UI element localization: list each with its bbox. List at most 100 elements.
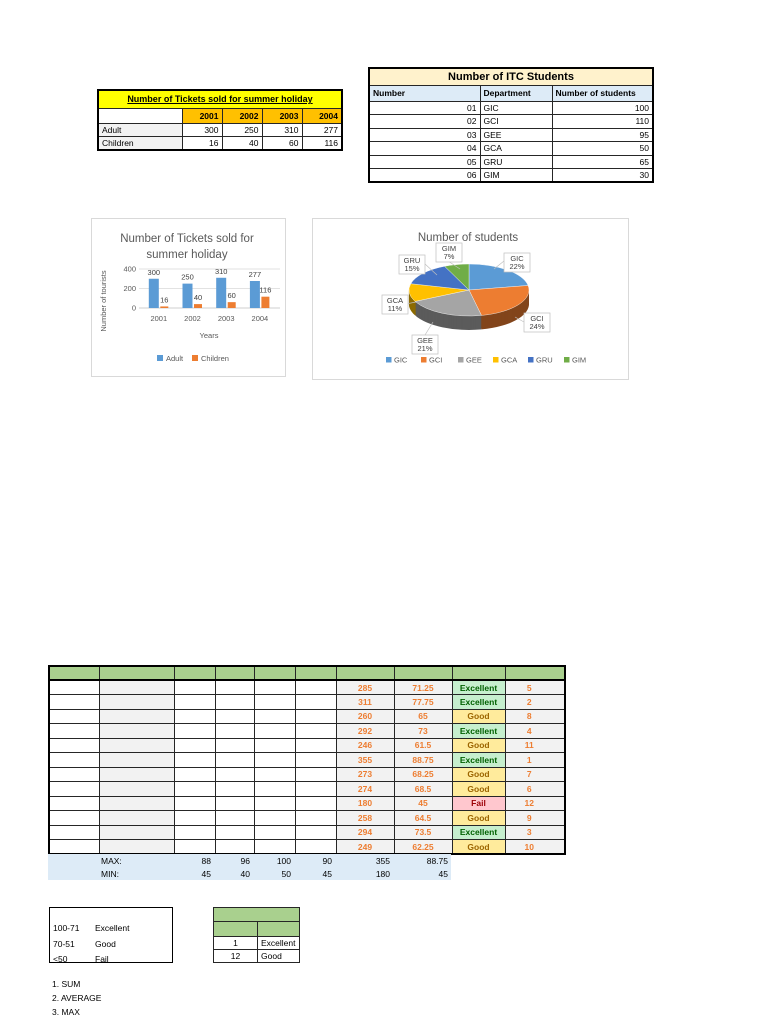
- name-cell: [98, 824, 175, 840]
- legend-label: GCI: [429, 356, 442, 365]
- score-cell: [294, 723, 337, 739]
- average-cell: 64.5: [393, 810, 453, 826]
- total-cell: 260: [335, 708, 395, 724]
- tickets-title: Number of Tickets sold for summer holida…: [97, 89, 343, 109]
- adult-data-label: 300: [148, 268, 161, 277]
- children-data-label: 116: [259, 286, 271, 295]
- pie-slice: [414, 289, 482, 317]
- adult-data-label: 310: [215, 267, 228, 276]
- average-cell: 68.25: [393, 766, 453, 782]
- data-label-percent: 21%: [417, 344, 432, 353]
- adult-data-label: 277: [249, 270, 262, 279]
- score-cell: [294, 810, 337, 826]
- rank-cell: 5: [504, 679, 566, 695]
- grade-scale-box: 100-71 Excellent 70-51 Good <50 Fail: [49, 907, 173, 964]
- year-header: 2002: [221, 107, 263, 124]
- legend-label: GCA: [501, 356, 517, 365]
- score-cell: [173, 781, 216, 797]
- summary-value: 96: [214, 854, 253, 867]
- name-cell: [98, 752, 175, 768]
- itc-data-row: 04 GCA 50: [368, 141, 654, 156]
- tickets-data-row: Adult 300 250 310 277: [97, 122, 343, 137]
- total-cell: 294: [335, 824, 395, 840]
- tickets-bar-chart: Number of Tickets sold for summer holiday…: [91, 218, 286, 377]
- average-cell: 77.75: [393, 694, 453, 710]
- score-cell: [173, 737, 216, 753]
- student-count: 110: [551, 114, 654, 129]
- pie-slice: [468, 285, 530, 316]
- itc-title-row: Number of ITC Students: [368, 67, 654, 86]
- total-cell: 355: [335, 752, 395, 768]
- empty-cell: [48, 752, 100, 768]
- average-cell: 61.5: [393, 737, 453, 753]
- data-label-name: GRU: [404, 256, 421, 265]
- grade-name: Good: [257, 949, 300, 963]
- score-cell: [294, 781, 337, 797]
- rank-cell: 6: [504, 781, 566, 797]
- grade-range: <50: [53, 954, 68, 964]
- data-label-name: GEE: [417, 336, 433, 345]
- total-cell: 292: [335, 723, 395, 739]
- name-cell: [98, 766, 175, 782]
- department-number: 02: [368, 114, 481, 129]
- itc-data-row: 02 GCI 110: [368, 114, 654, 129]
- score-cell: [214, 723, 255, 739]
- year-header: 2004: [301, 107, 343, 124]
- score-cell: [214, 694, 255, 710]
- score-cell: [214, 708, 255, 724]
- average-cell: 73.5: [393, 824, 453, 840]
- x-tick-label: 2002: [184, 314, 201, 323]
- empty-cell: [48, 737, 100, 753]
- score-cell: [253, 766, 296, 782]
- column-header: Number of students: [551, 84, 654, 102]
- data-label-box: [435, 242, 463, 263]
- average-cell: 62.25: [393, 839, 453, 855]
- year-header: 2003: [261, 107, 303, 124]
- adult-bar: [148, 278, 159, 308]
- count-value: 1: [213, 936, 258, 950]
- total-cell: 311: [335, 694, 395, 710]
- itc-header-row: Number Department Number of students: [368, 84, 654, 102]
- header-cell: [294, 665, 337, 681]
- score-cell: [173, 766, 216, 782]
- score-cell: [294, 839, 337, 855]
- grade-cell: Good: [451, 810, 506, 826]
- legend-swatch: [386, 357, 392, 363]
- grade-cell: Excellent: [451, 723, 506, 739]
- score-cell: [173, 839, 216, 855]
- rank-cell: 12: [504, 795, 566, 811]
- rank-cell: 7: [504, 766, 566, 782]
- total-cell: 273: [335, 766, 395, 782]
- department-number: 04: [368, 141, 481, 156]
- grades-data-row: 180 45 Fail 12: [48, 795, 566, 811]
- bar-chart-title-line1: Number of Tickets sold for: [120, 233, 254, 245]
- children-bar: [194, 304, 202, 308]
- data-label-percent: 15%: [404, 264, 419, 273]
- score-cell: [294, 824, 337, 840]
- max-row: MAX: 88 96 100 90 355 88.75: [48, 854, 451, 867]
- legend-label: GIM: [572, 356, 586, 365]
- ticket-value: 60: [261, 136, 303, 151]
- row-label: Children: [97, 136, 183, 151]
- summary-value: 45: [173, 867, 214, 880]
- ticket-value: 250: [221, 122, 263, 137]
- corner-cell: [97, 107, 183, 124]
- department-code: GEE: [479, 127, 553, 142]
- x-tick-label: 2004: [252, 314, 269, 323]
- x-axis-title: Years: [200, 331, 219, 340]
- grade-range: 70-51: [53, 938, 75, 949]
- department-code: GRU: [479, 154, 553, 169]
- adult-bar: [182, 283, 193, 308]
- header-cell: [253, 665, 296, 681]
- header-cell: [98, 665, 175, 681]
- y-tick-label: 0: [132, 304, 136, 313]
- legend-label-adult: Adult: [166, 354, 184, 363]
- summary-value: 355: [335, 854, 393, 867]
- students-pie-chart: Number of students GIM 7% GIC 22% GRU 15% GCA 11…: [312, 218, 629, 380]
- grades-data-row: 260 65 Good 8: [48, 708, 566, 724]
- department-number: 06: [368, 168, 481, 183]
- data-label-box: [523, 312, 551, 333]
- total-cell: 258: [335, 810, 395, 826]
- grades-header-row: [48, 665, 566, 681]
- count-header-row: [213, 907, 300, 922]
